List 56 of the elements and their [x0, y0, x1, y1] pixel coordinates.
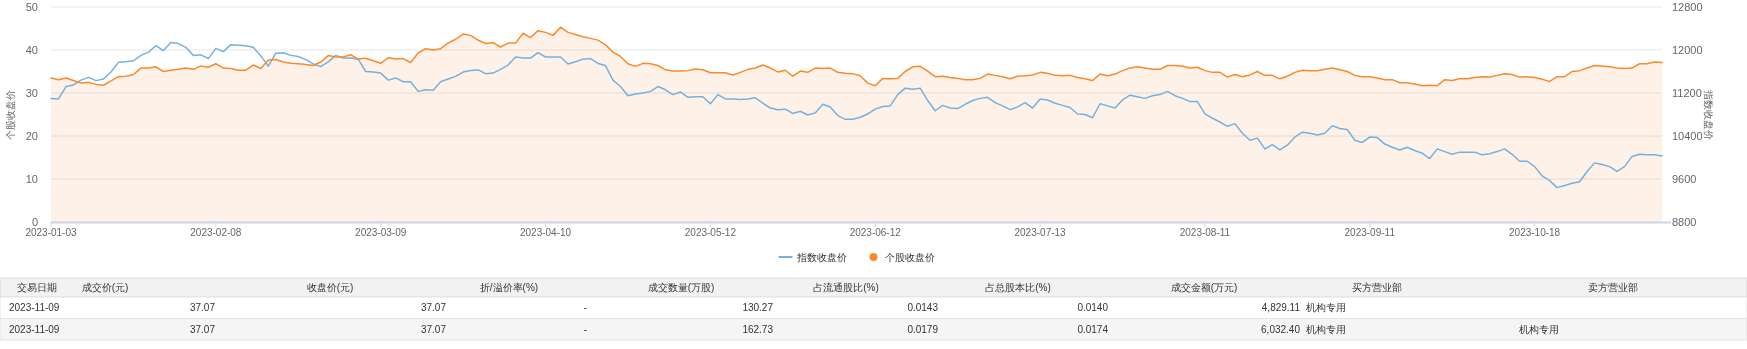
y2-tick-label: 8800: [1672, 216, 1697, 228]
text: 2023-11-09: [9, 302, 60, 313]
y2-tick-label: 9600: [1672, 173, 1697, 185]
text: 6,032.40: [1261, 323, 1300, 335]
x-tick-label: 2023-05-12: [684, 227, 737, 238]
text: 0.0140: [1077, 302, 1108, 313]
x-tick-label: 2023-07-13: [1014, 227, 1067, 238]
text: 37.07: [420, 323, 446, 335]
y-tick-label: 40: [25, 44, 38, 56]
y-tick-label: 20: [25, 130, 38, 142]
y2-tick-label: 12000: [1672, 44, 1703, 56]
category-label: 买方营业部: [1352, 282, 1402, 293]
x-tick-label: 2023-04-10: [519, 227, 572, 238]
y2-tick-label: 12800: [1672, 1, 1703, 13]
category-label: 成交价(元): [81, 282, 129, 293]
category-label: 交易日期: [17, 282, 57, 293]
text: 4,829.11: [1261, 302, 1300, 313]
legend-label: 指数收盘价: [795, 251, 847, 263]
y-tick-label: 50: [25, 1, 38, 13]
y2-tick-label: 11200: [1672, 87, 1702, 99]
category-label: 占总股本比(%): [985, 282, 1051, 293]
text: 0.0174: [1077, 323, 1108, 335]
x-tick-label: 2023-03-09: [355, 227, 407, 238]
y2-axis-title: 指数收盘价: [1703, 88, 1714, 140]
x-tick-label: 2023-08-11: [1179, 227, 1231, 238]
text: 2023-11-09: [9, 323, 60, 335]
category-label: 成交金额(万元): [1170, 282, 1238, 293]
text: 37.07: [189, 302, 215, 313]
x-tick-label: 2023-10-18: [1509, 227, 1561, 238]
y-axis-title: 个股收盘价: [5, 89, 16, 140]
text: -: [583, 302, 587, 313]
category-label: 卖方营业部: [1588, 282, 1638, 293]
legend-label: 个股收盘价: [884, 251, 935, 263]
x-tick-label: 2023-09-11: [1344, 227, 1396, 238]
category-label: 占流通股比(%): [813, 282, 879, 293]
text: 130.27: [742, 302, 773, 313]
category-label: 成交数量(万股): [647, 282, 715, 293]
x-tick-label: 2023-02-08: [190, 227, 242, 238]
category-label: 折/溢价率(%): [479, 282, 539, 293]
category-label: 收盘价(元): [306, 282, 354, 293]
text: 机构专用: [1306, 302, 1346, 313]
text: 162.73: [742, 323, 773, 335]
y2-tick-label: 10400: [1672, 130, 1703, 142]
text: -: [583, 323, 587, 335]
text: 机构专用: [1306, 323, 1346, 335]
line-series: [50, 41, 1663, 189]
y-tick-label: 30: [25, 87, 38, 99]
x-tick-label: 2023-01-03: [25, 227, 78, 238]
text: 机构专用: [1519, 323, 1559, 335]
y-tick-label: 0: [31, 216, 38, 228]
text: 0.0179: [907, 323, 938, 335]
y-tick-label: 10: [25, 173, 38, 185]
text: 37.07: [189, 323, 215, 335]
text: 0.0143: [907, 302, 938, 313]
text: 37.07: [420, 302, 446, 313]
x-tick-label: 2023-06-12: [849, 227, 902, 238]
